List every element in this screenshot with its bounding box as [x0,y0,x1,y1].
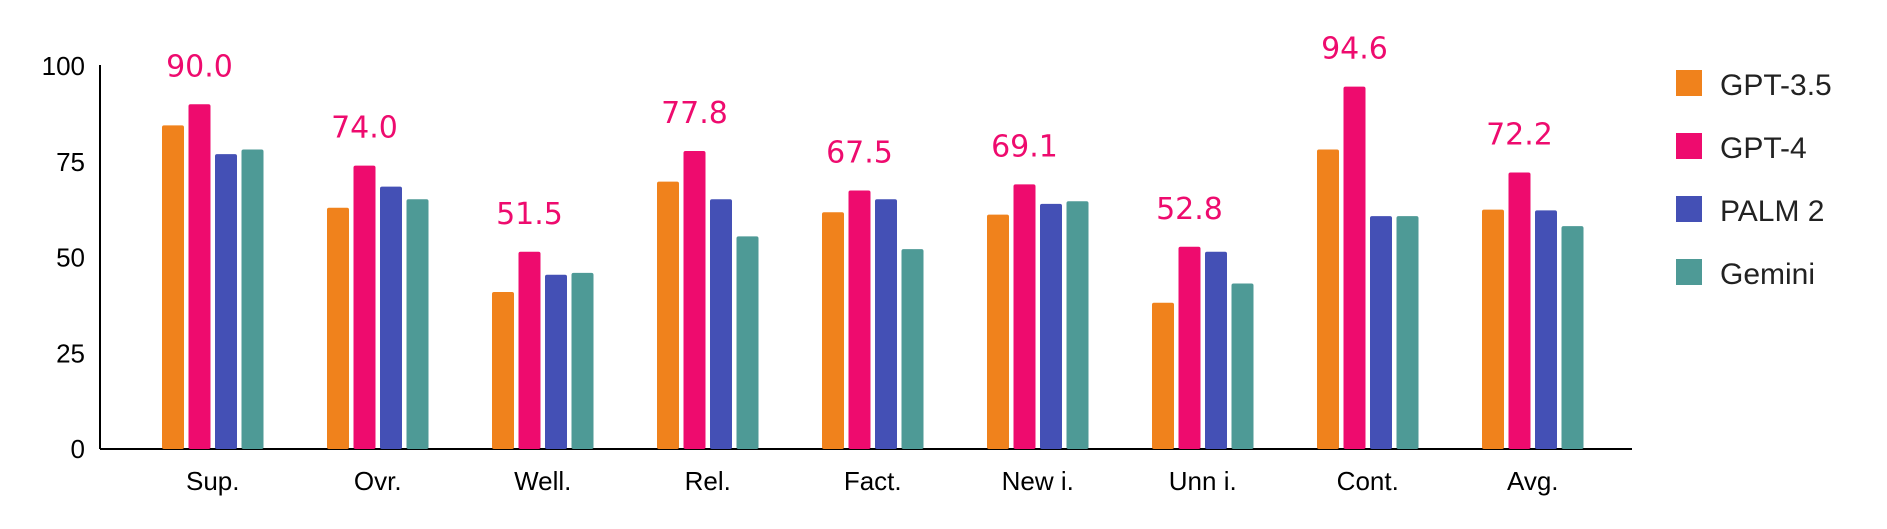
data-label: 74.0 [331,111,398,146]
category-label: Rel. [685,466,731,496]
bar [1370,216,1392,449]
bar [710,199,732,449]
bar [492,291,514,449]
y-tick-label: 50 [56,243,85,273]
bar [1561,226,1584,449]
legend-swatch [1676,259,1702,285]
bar [875,199,897,449]
bar [1482,209,1504,449]
legend-label: GPT-4 [1720,132,1807,165]
legend-swatch [1676,133,1702,159]
bar [1066,201,1089,449]
bar [1317,149,1339,449]
y-axis: 0 25 50 75 100 [42,51,101,464]
y-tick-label: 0 [71,434,85,464]
category-label: Ovr. [354,466,402,496]
bar [406,199,429,449]
data-label: 72.2 [1486,117,1553,152]
bar [657,181,679,449]
bar [215,154,237,449]
x-axis: Sup. Ovr. Well. Rel. Fact. New i. Unn i. Cont. A… [100,448,1632,496]
category-label: Sup. [186,466,240,496]
bar [353,165,376,449]
legend-label: PALM 2 [1720,195,1825,228]
data-label: 94.6 [1321,32,1388,67]
category-label: Fact. [844,466,902,496]
category-label: Well. [514,466,571,496]
bar [1040,203,1062,449]
bar [987,214,1009,449]
category-label: Unn i. [1169,466,1237,496]
bar [518,251,541,449]
data-label: 51.5 [496,197,563,232]
bar [1508,172,1531,449]
y-tick-label: 100 [42,51,85,81]
bar [1231,283,1254,449]
bar [162,125,184,450]
bar [736,236,759,449]
bar [1178,246,1201,449]
bar [571,272,594,449]
bar [901,249,924,449]
category-label: New i. [1002,466,1074,496]
bar [1535,210,1557,449]
bar [327,207,349,449]
data-label: 67.5 [826,135,893,170]
data-label: 77.8 [661,96,728,131]
bar [683,151,706,449]
bar [1396,216,1419,449]
legend-label: Gemini [1720,258,1815,291]
bar [188,104,211,450]
data-label: 52.8 [1156,192,1223,227]
legend: GPT-3.5 GPT-4 PALM 2 Gemini [1676,69,1832,291]
legend-swatch [1676,70,1702,96]
bar [380,186,402,449]
bar [1013,184,1036,450]
y-tick-label: 25 [56,338,85,368]
category-label: Avg. [1507,466,1559,496]
data-label: 69.1 [991,129,1058,164]
bar [545,274,567,449]
category-label: Cont. [1337,466,1399,496]
bar [822,212,844,449]
legend-swatch [1676,196,1702,222]
bar [241,149,264,449]
legend-label: GPT-3.5 [1720,69,1832,102]
bar [1152,302,1174,449]
bar [848,190,871,449]
bars [162,86,1584,450]
bar [1343,86,1366,449]
data-label: 90.0 [166,49,233,84]
bar [1205,251,1227,449]
data-labels: 90.0 74.0 51.5 77.8 67.5 69.1 52.8 94.6 72.2 [166,32,1553,232]
y-tick-label: 75 [56,147,85,177]
